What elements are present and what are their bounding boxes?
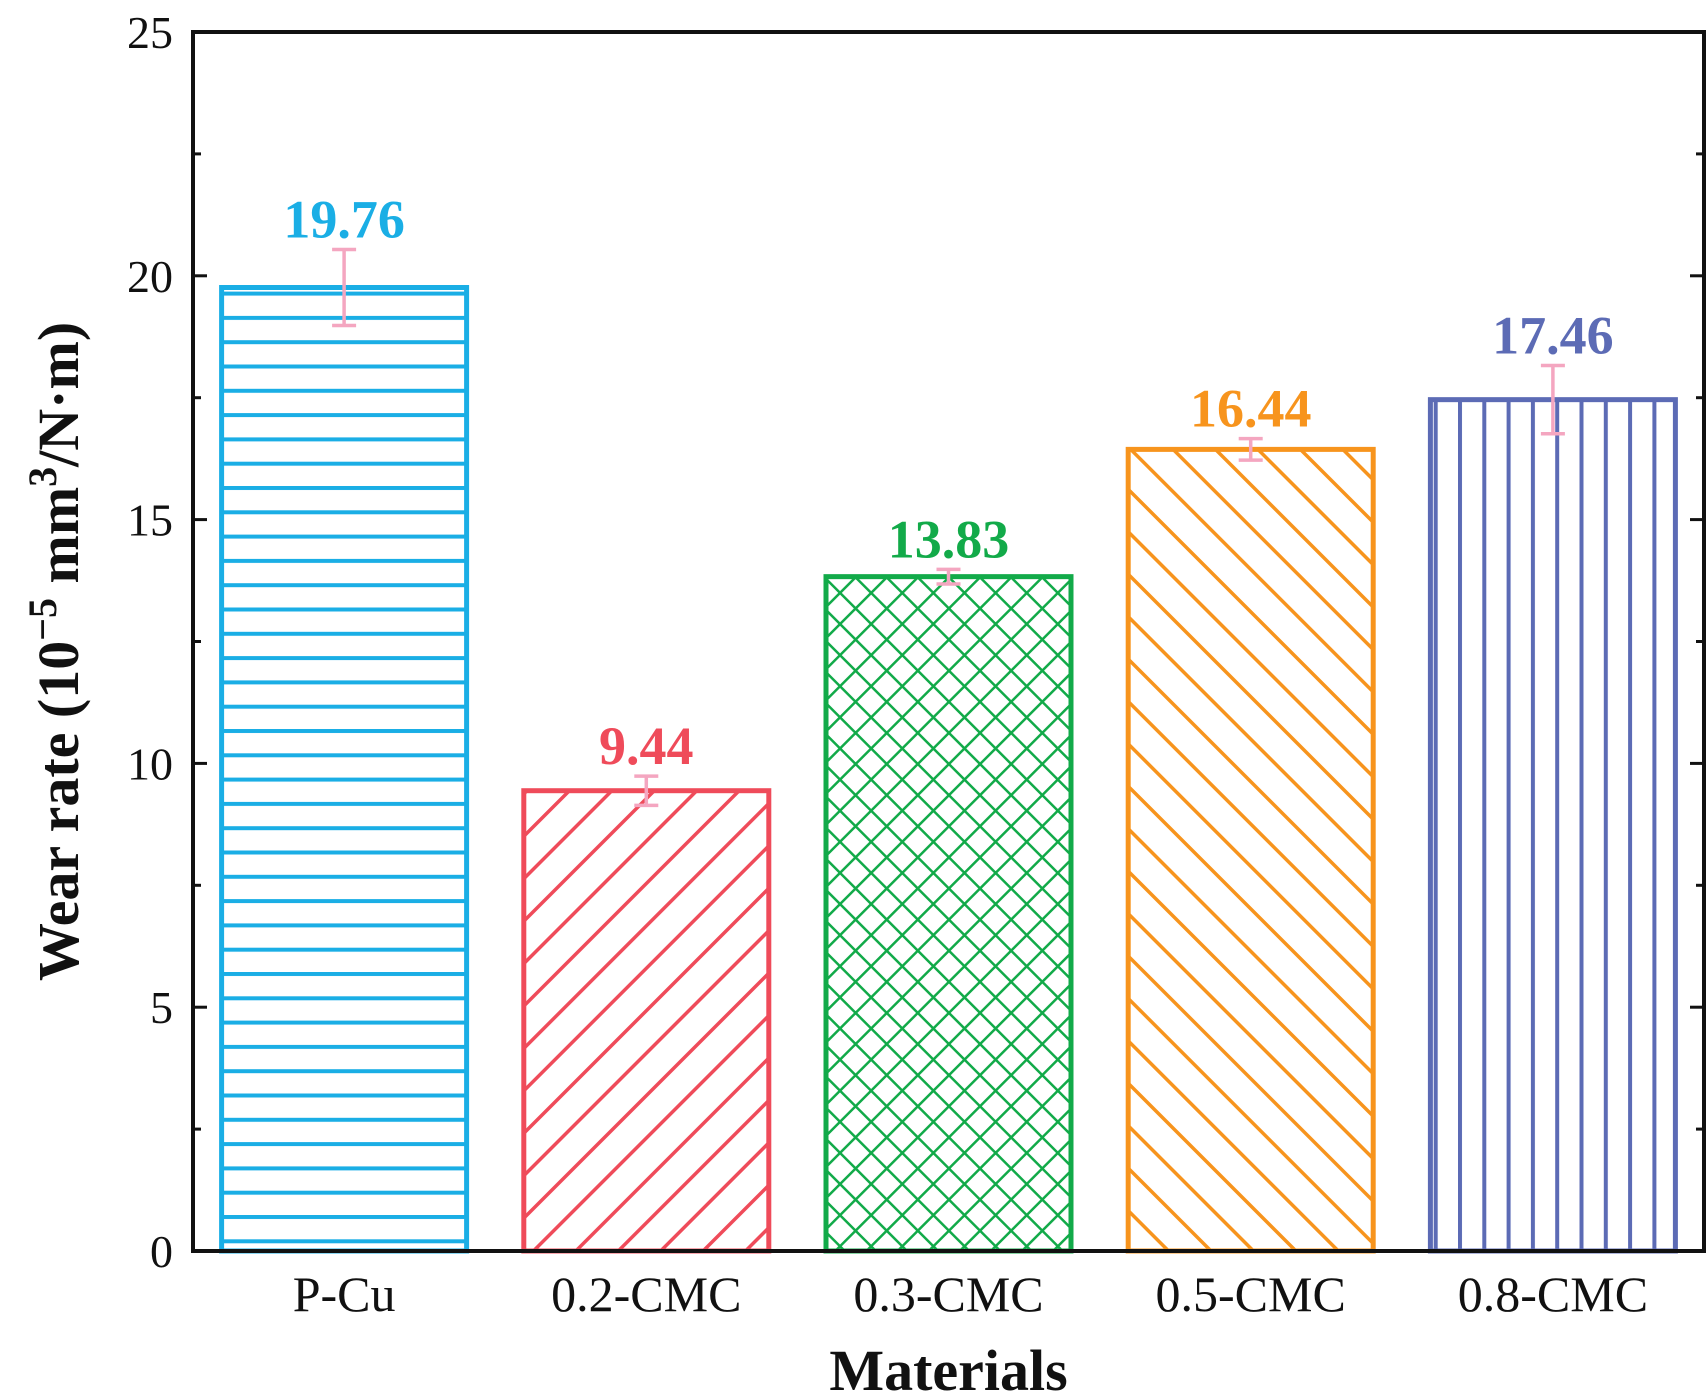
- error-bar-0-8-cmc: [1540, 363, 1565, 436]
- y-tick-label: 10: [127, 738, 173, 789]
- x-axis-title: Materials: [829, 1338, 1067, 1399]
- x-axis-category-labels: P-Cu 0.2-CMC 0.3-CMC 0.5-CMC 0.8-CMC: [293, 1266, 1648, 1322]
- y-tick-label: 0: [150, 1226, 173, 1277]
- bar-0-3-cmc: [823, 574, 1074, 1254]
- y-axis-title-suffix: /N·m): [26, 322, 91, 468]
- bar-0-8-cmc: [1427, 397, 1678, 1254]
- y-axis-title-prefix: Wear rate (10: [26, 641, 91, 981]
- y-tick-label: 25: [127, 7, 173, 58]
- x-tick-label-p-cu: P-Cu: [293, 1266, 396, 1322]
- error-bars-layer: [332, 247, 1565, 808]
- error-bar-0-5-cmc: [1238, 436, 1263, 462]
- value-label-p-cu: 19.76: [283, 189, 405, 249]
- x-tick-label-0-5-cmc: 0.5-CMC: [1156, 1266, 1346, 1322]
- value-label-0-8-cmc: 17.46: [1492, 306, 1614, 366]
- y-tick-label: 15: [127, 495, 173, 546]
- y-axis-ticks: 0 5 10 15 20 25: [127, 7, 1704, 1277]
- y-axis-title: Wear rate (10−5 mm3/N·m): [20, 322, 91, 981]
- x-tick-label-0-3-cmc: 0.3-CMC: [853, 1266, 1043, 1322]
- error-bar-p-cu: [332, 247, 357, 328]
- y-tick-label: 5: [150, 982, 173, 1033]
- value-labels-layer: 19.76 9.44 13.83 16.44 17.46: [283, 189, 1613, 776]
- value-label-0-3-cmc: 13.83: [888, 509, 1010, 569]
- x-tick-label-0-2-cmc: 0.2-CMC: [551, 1266, 741, 1322]
- value-label-0-2-cmc: 9.44: [599, 716, 694, 776]
- y-axis-title-unit: mm: [26, 487, 91, 598]
- y-axis-title-unit-exponent: 3: [20, 467, 65, 487]
- bar-0-5-cmc: [1125, 446, 1376, 1254]
- bars-layer: [219, 285, 1678, 1254]
- y-axis-title-exponent: −5: [20, 598, 65, 641]
- value-label-0-5-cmc: 16.44: [1190, 379, 1312, 439]
- x-tick-label-0-8-cmc: 0.8-CMC: [1458, 1266, 1648, 1322]
- error-bar-0-2-cmc: [634, 774, 659, 808]
- bar-0-2-cmc: [521, 788, 772, 1254]
- y-tick-label: 20: [127, 251, 173, 302]
- bar-p-cu: [219, 285, 470, 1254]
- error-bar-0-3-cmc: [936, 567, 961, 586]
